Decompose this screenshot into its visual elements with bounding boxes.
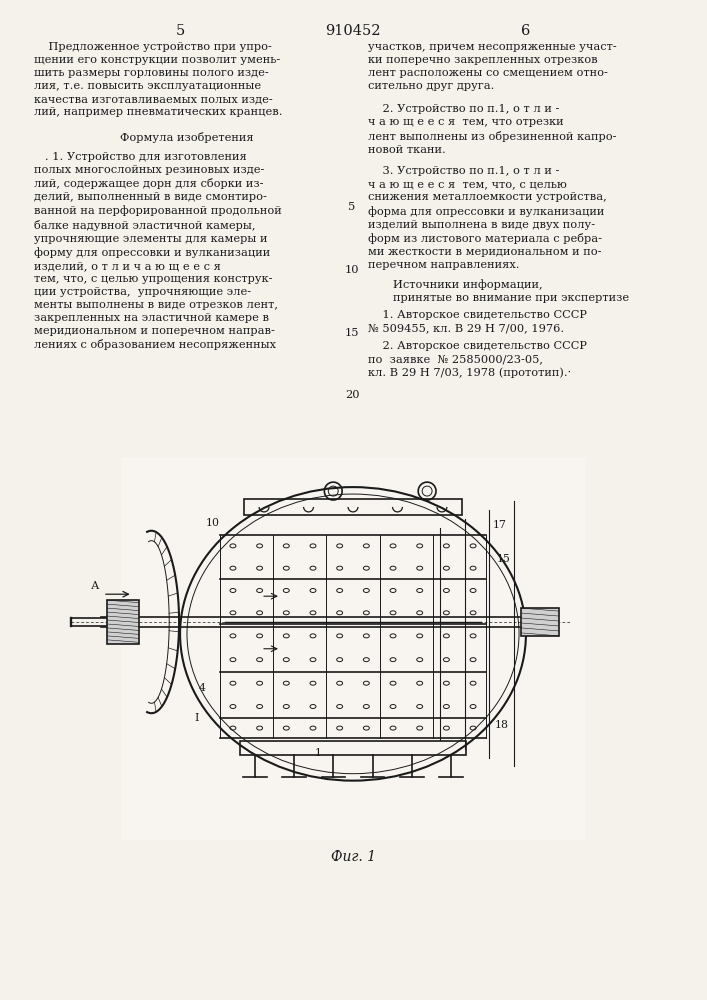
Text: 2. Авторское свидетельство СССР
по  заявке  № 2585000/23-05,
кл. В 29 Н 7/03, 19: 2. Авторское свидетельство СССР по заявк… <box>368 341 587 378</box>
Text: 5: 5 <box>349 202 356 212</box>
Text: участков, причем несопряженные участ-
ки поперечно закрепленных отрезков
лент ра: участков, причем несопряженные участ- ки… <box>368 42 617 91</box>
Text: 18: 18 <box>494 720 508 730</box>
Text: 1. Авторское свидетельство СССР
№ 509455, кл. В 29 Н 7/00, 1976.: 1. Авторское свидетельство СССР № 509455… <box>368 310 587 333</box>
Text: 3. Устройство по п.1, о т л и -
ч а ю щ е е с я  тем, что, с целью
снижения мета: 3. Устройство по п.1, о т л и - ч а ю щ … <box>368 166 607 270</box>
Text: 15: 15 <box>496 554 510 564</box>
Text: 6: 6 <box>521 24 531 38</box>
Text: 10: 10 <box>345 265 359 275</box>
Text: 4: 4 <box>199 683 205 693</box>
Text: Формула изобретения: Формула изобретения <box>120 132 254 143</box>
Text: 1: 1 <box>315 748 322 758</box>
Text: 10: 10 <box>206 518 220 528</box>
Text: I: I <box>194 713 199 723</box>
Text: 5: 5 <box>175 24 185 38</box>
Text: А: А <box>91 581 100 591</box>
Bar <box>521 608 559 636</box>
Text: Предложенное устройство при упро-
щении его конструкции позволит умень-
шить раз: Предложенное устройство при упро- щении … <box>34 42 282 117</box>
Text: 2. Устройство по п.1, о т л и -
ч а ю щ е е с я  тем, что отрезки
лент выполнены: 2. Устройство по п.1, о т л и - ч а ю щ … <box>368 104 617 155</box>
Bar <box>240 741 466 755</box>
Text: 20: 20 <box>345 390 359 400</box>
Text: Фиг. 1: Фиг. 1 <box>330 850 375 864</box>
Bar <box>245 499 462 515</box>
Polygon shape <box>121 457 585 840</box>
Text: . 1. Устройство для изготовления
полых многослойных резиновых изде-
лий, содержа: . 1. Устройство для изготовления полых м… <box>34 152 281 350</box>
Text: 910452: 910452 <box>325 24 381 38</box>
Text: 15: 15 <box>345 328 359 338</box>
Text: Источники информации,
принятые во внимание при экспертизе: Источники информации, принятые во вниман… <box>392 279 629 303</box>
Bar <box>107 600 139 644</box>
Text: 17: 17 <box>492 520 506 530</box>
